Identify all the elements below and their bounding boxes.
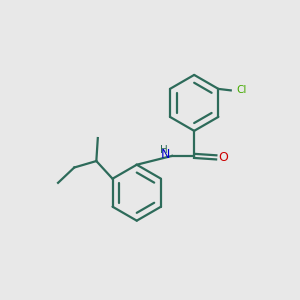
Text: Cl: Cl bbox=[236, 85, 246, 95]
Text: H: H bbox=[160, 145, 168, 155]
Text: N: N bbox=[161, 148, 171, 161]
Text: O: O bbox=[218, 151, 228, 164]
